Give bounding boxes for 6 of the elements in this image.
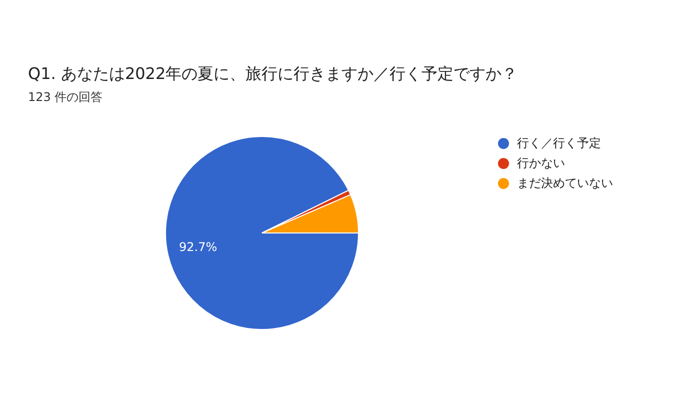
data-label: 92.7% [179, 240, 218, 254]
legend-label: 行く／行く予定 [517, 134, 601, 152]
legend-label: 行かない [517, 154, 565, 172]
chart-title: Q1. あなたは2022年の夏に、旅行に行きますか／行く予定ですか？ [28, 64, 518, 85]
text: 123 件の回答 [28, 89, 103, 106]
legend-label: まだ決めていない [517, 174, 613, 192]
